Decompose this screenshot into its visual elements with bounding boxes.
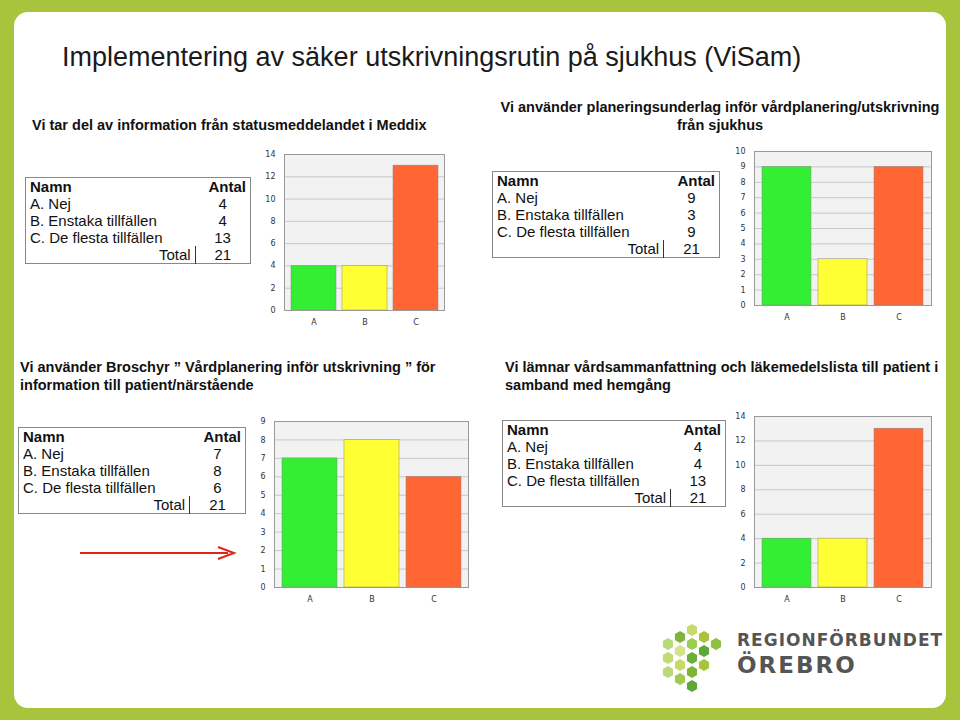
svg-text:B: B	[840, 595, 846, 604]
html-text:B. Enstaka tillfällen: B. Enstaka tillfällen	[30, 212, 157, 229]
svg-text:5: 5	[260, 491, 265, 500]
html-text:Namn: Namn	[497, 172, 539, 189]
html-text:Vi tar del av information från: Vi tar del av information från statusmed…	[32, 117, 427, 133]
html-text:4: 4	[693, 438, 702, 455]
html-text:C. De flesta tillfällen: C. De flesta tillfällen	[30, 229, 163, 246]
html-text:Antal: Antal	[677, 172, 715, 189]
html-text:ÖREBRO: ÖREBRO	[737, 652, 857, 678]
html-text:Total: Total	[627, 240, 660, 257]
html-text:21: 21	[683, 240, 700, 257]
html-text:Antal: Antal	[203, 428, 241, 445]
svg-text:8: 8	[740, 178, 745, 187]
svg-text:C: C	[413, 318, 419, 327]
html-text:B. Enstaka tillfällen: B. Enstaka tillfällen	[497, 206, 624, 223]
svg-text:B: B	[362, 318, 368, 327]
html-text:Total: Total	[634, 489, 667, 506]
svg-text:1: 1	[740, 286, 745, 295]
svg-text:12: 12	[735, 436, 745, 445]
html-text:21: 21	[214, 246, 232, 263]
svg-text:9: 9	[740, 162, 745, 171]
html-text:Vi använder planeringsunderlag: Vi använder planeringsunderlag inför vår…	[500, 99, 940, 133]
html-text:21: 21	[209, 496, 226, 513]
svg-text:4: 4	[260, 509, 265, 518]
html-text:4: 4	[218, 195, 227, 212]
svg-text:10: 10	[265, 195, 275, 204]
svg-text:0: 0	[260, 583, 265, 592]
html-text:8: 8	[213, 462, 222, 479]
html-text:Implementering av säker utskri: Implementering av säker utskrivningsruti…	[62, 42, 802, 72]
svg-text:6: 6	[740, 510, 745, 519]
html-text:A. Nej: A. Nej	[497, 189, 538, 206]
svg-text:6: 6	[270, 239, 275, 248]
svg-text:9: 9	[260, 417, 265, 426]
html-text:Total: Total	[153, 496, 186, 513]
html-text:REGIONFÖRBUNDET: REGIONFÖRBUNDET	[737, 630, 944, 650]
svg-text:12: 12	[265, 172, 275, 181]
svg-text:4: 4	[740, 534, 745, 543]
svg-text:14: 14	[735, 412, 745, 421]
svg-text:0: 0	[270, 306, 275, 315]
svg-text:1: 1	[260, 565, 265, 574]
html-text:7: 7	[213, 445, 222, 462]
svg-text:4: 4	[270, 261, 275, 270]
svg-text:2: 2	[740, 559, 745, 568]
html-text:Antal: Antal	[208, 178, 246, 195]
svg-text:6: 6	[740, 209, 745, 218]
html-text:B. Enstaka tillfällen: B. Enstaka tillfällen	[507, 455, 634, 472]
svg-text:A: A	[784, 313, 790, 322]
svg-text:8: 8	[740, 485, 745, 494]
svg-text:8: 8	[270, 217, 275, 226]
html-text:Vi lämnar vårdsammanfattning o: Vi lämnar vårdsammanfattning och läkemed…	[505, 359, 939, 393]
html-text:Namn: Namn	[23, 428, 65, 445]
html-text:A. Nej: A. Nej	[23, 445, 64, 462]
html-text:4: 4	[218, 212, 227, 229]
svg-text:B: B	[840, 313, 846, 322]
html-text:6: 6	[213, 479, 222, 496]
svg-text:14: 14	[265, 150, 275, 159]
html-text:Total: Total	[159, 246, 191, 263]
html-text:C. De flesta tillfällen: C. De flesta tillfällen	[507, 472, 640, 489]
html-text:C. De flesta tillfällen: C. De flesta tillfällen	[497, 223, 630, 240]
svg-text:C: C	[896, 313, 902, 322]
svg-text:A: A	[307, 595, 313, 604]
html-text:4: 4	[693, 455, 702, 472]
svg-text:A: A	[784, 595, 790, 604]
svg-text:3: 3	[740, 255, 745, 264]
html-text:21: 21	[689, 489, 707, 506]
svg-text:A: A	[311, 318, 317, 327]
svg-text:2: 2	[260, 546, 265, 555]
svg-text:B: B	[369, 595, 375, 604]
svg-text:7: 7	[740, 193, 745, 202]
html-text:9: 9	[687, 223, 696, 240]
svg-text:0: 0	[740, 301, 745, 310]
svg-text:C: C	[431, 595, 437, 604]
svg-text:10: 10	[735, 461, 745, 470]
svg-text:4: 4	[740, 239, 745, 248]
html-text:Vi använder Broschyr ” Vårdpla: Vi använder Broschyr ” Vårdplanering inf…	[20, 359, 436, 393]
svg-text:2: 2	[740, 270, 745, 279]
html-text:A. Nej: A. Nej	[30, 195, 71, 212]
svg-text:7: 7	[260, 454, 265, 463]
html-text:Namn: Namn	[30, 178, 72, 195]
svg-text:8: 8	[260, 436, 265, 445]
html-text:Namn: Namn	[507, 421, 549, 438]
svg-text:C: C	[896, 595, 902, 604]
svg-text:3: 3	[260, 528, 265, 537]
svg-text:10: 10	[735, 147, 745, 156]
html-text:A. Nej: A. Nej	[507, 438, 548, 455]
html-text:C. De flesta tillfällen: C. De flesta tillfällen	[23, 479, 156, 496]
html-text:3: 3	[687, 206, 696, 223]
svg-text:0: 0	[740, 583, 745, 592]
svg-text:5: 5	[740, 224, 745, 233]
html-text:9: 9	[687, 189, 696, 206]
html-text:Antal: Antal	[683, 421, 721, 438]
html-text:13: 13	[214, 229, 231, 246]
html-text:13: 13	[689, 472, 707, 489]
svg-text:6: 6	[260, 472, 265, 481]
html-text:B. Enstaka tillfällen: B. Enstaka tillfällen	[23, 462, 150, 479]
svg-text:2: 2	[270, 284, 275, 293]
